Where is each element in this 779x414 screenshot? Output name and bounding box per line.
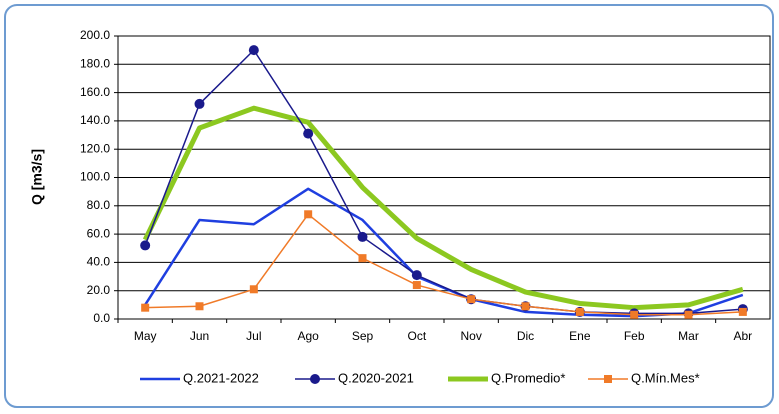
x-tick-label: Nov <box>460 329 481 343</box>
x-tick-label: May <box>134 329 157 343</box>
x-tick-label: Feb <box>624 329 645 343</box>
data-point <box>630 310 639 319</box>
y-tick-label: 140.0 <box>80 113 110 127</box>
data-point <box>195 302 204 311</box>
data-point <box>248 45 259 56</box>
data-point <box>194 98 205 109</box>
x-tick-label: Jun <box>190 329 209 343</box>
y-axis-label: Q [m3/s] <box>29 149 45 205</box>
x-tick-label: Ene <box>569 329 591 343</box>
y-tick-label: 20.0 <box>87 283 111 297</box>
data-point <box>575 307 584 316</box>
y-tick-label: 120.0 <box>80 141 110 155</box>
y-tick-label: 100.0 <box>80 170 110 184</box>
legend-label: Q.2021-2022 <box>183 370 259 385</box>
y-tick-label: 40.0 <box>87 255 111 269</box>
data-point <box>249 285 258 294</box>
data-point <box>140 240 151 251</box>
data-point <box>738 307 747 316</box>
x-tick-label: Jul <box>246 329 261 343</box>
data-point <box>412 281 421 290</box>
x-tick-label: Dic <box>517 329 534 343</box>
legend-marker <box>310 374 320 384</box>
y-tick-label: 200.0 <box>80 28 110 42</box>
data-point <box>358 254 367 263</box>
data-point <box>304 210 313 219</box>
data-point <box>411 270 422 281</box>
data-point <box>357 231 368 242</box>
series-line <box>145 213 743 316</box>
y-tick-label: 180.0 <box>80 56 110 70</box>
data-point <box>141 303 150 312</box>
legend-marker <box>604 375 612 383</box>
data-point <box>684 310 693 319</box>
legend-label: Q.Promedio* <box>491 370 565 385</box>
y-tick-label: 0.0 <box>93 311 110 325</box>
x-tick-label: Abr <box>733 329 752 343</box>
data-point <box>467 295 476 304</box>
y-tick-label: 80.0 <box>87 198 111 212</box>
y-tick-label: 160.0 <box>80 85 110 99</box>
data-point <box>521 302 530 311</box>
series-line <box>144 49 743 315</box>
legend-label: Q.Mín.Mes* <box>631 370 700 385</box>
x-tick-label: Mar <box>678 329 699 343</box>
x-tick-label: Oct <box>407 329 426 343</box>
y-tick-label: 60.0 <box>87 226 111 240</box>
x-tick-label: Ago <box>297 329 319 343</box>
series-line <box>142 105 744 311</box>
x-tick-label: Sep <box>352 329 374 343</box>
data-point <box>303 128 314 139</box>
legend-label: Q.2020-2021 <box>338 370 414 385</box>
